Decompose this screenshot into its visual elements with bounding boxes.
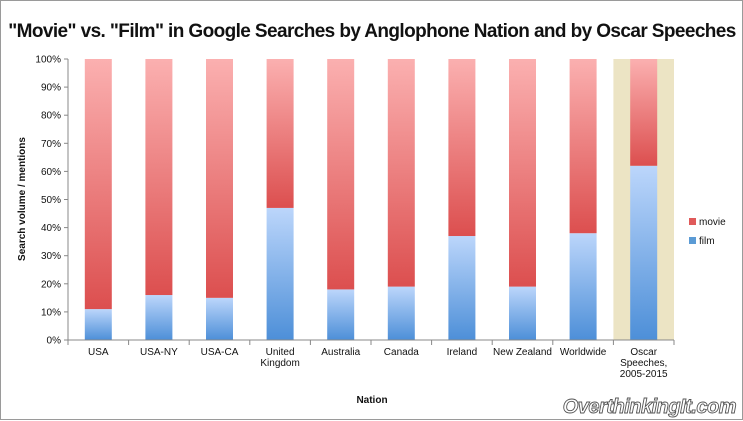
bar-movie xyxy=(206,59,233,298)
y-tick-label: 50% xyxy=(41,195,61,206)
legend-label-film: film xyxy=(699,236,715,247)
x-category-line: USA xyxy=(88,347,109,358)
y-tick-label: 60% xyxy=(41,167,61,178)
watermark: OverthinkingIt.com xyxy=(563,396,736,418)
x-category-label: USA-NY xyxy=(140,347,178,358)
bar-film xyxy=(630,165,658,340)
bar-movie xyxy=(84,59,112,310)
y-tick-label: 80% xyxy=(41,111,61,122)
y-tick-label: 30% xyxy=(41,251,61,262)
x-category-label: Australia xyxy=(321,347,360,358)
bar-film xyxy=(84,309,112,340)
y-tick-label: 20% xyxy=(41,279,61,290)
bar-film xyxy=(387,286,415,340)
y-axis-label: Search volume / mentions xyxy=(17,137,28,261)
x-category-line: USA-CA xyxy=(201,347,239,358)
y-tick-label: 70% xyxy=(41,139,61,150)
bar-movie xyxy=(630,59,658,166)
x-category-label: Ireland xyxy=(447,347,478,358)
bar-movie xyxy=(266,59,294,208)
bar-movie xyxy=(327,59,355,290)
x-axis-label: Nation xyxy=(356,395,387,406)
bar-movie xyxy=(509,59,536,287)
x-category-line: Kingdom xyxy=(260,358,299,369)
x-category-label: Canada xyxy=(384,347,419,358)
legend-swatch-film xyxy=(689,237,696,244)
x-category-line: Oscar xyxy=(630,347,657,358)
legend-swatch-movie xyxy=(689,218,696,225)
x-category-line: New Zealand xyxy=(493,347,552,358)
x-category-line: Australia xyxy=(321,347,360,358)
x-category-label: New Zealand xyxy=(493,347,552,358)
x-category-line: 2005-2015 xyxy=(620,369,668,380)
bar-film xyxy=(327,289,355,340)
x-category-line: Ireland xyxy=(447,347,478,358)
x-category-line: Worldwide xyxy=(560,347,607,358)
x-category-label: Worldwide xyxy=(560,347,607,358)
bar-film xyxy=(206,297,233,340)
x-category-line: USA-NY xyxy=(140,347,178,358)
chart-title: "Movie" vs. "Film" in Google Searches by… xyxy=(8,21,735,42)
bar-movie xyxy=(448,59,476,237)
legend-label-movie: movie xyxy=(699,217,726,228)
x-category-label: Oscar Speeches, 2005-2015 xyxy=(620,347,668,380)
legend: movie film xyxy=(689,217,726,247)
x-category-line: Canada xyxy=(384,347,419,358)
x-category-line: United xyxy=(266,347,295,358)
y-tick-label: 0% xyxy=(47,336,62,347)
x-category-line: Speeches, xyxy=(620,358,667,369)
x-category-label: USA-CA xyxy=(201,347,239,358)
bars-group xyxy=(84,59,658,340)
y-tick-label: 10% xyxy=(41,307,61,318)
y-axis-ticks: 0% 10% 20% 30% 40% 50% 60% 70% 80% 90% 100% xyxy=(35,55,68,347)
bar-film xyxy=(509,286,536,340)
x-axis-categories: USA USA-NY USA-CA United Kingdom Australia Can… xyxy=(67,340,675,380)
bar-film xyxy=(145,295,173,340)
y-tick-label: 90% xyxy=(41,83,61,94)
bar-film xyxy=(266,207,294,340)
x-category-label: United Kingdom xyxy=(260,347,299,369)
x-category-label: USA xyxy=(88,347,109,358)
bar-movie xyxy=(569,59,597,234)
bar-film xyxy=(448,236,476,340)
y-tick-label: 100% xyxy=(35,55,61,66)
bar-film xyxy=(569,233,597,340)
y-tick-label: 40% xyxy=(41,223,61,234)
bar-movie xyxy=(387,59,415,287)
bar-movie xyxy=(145,59,173,296)
